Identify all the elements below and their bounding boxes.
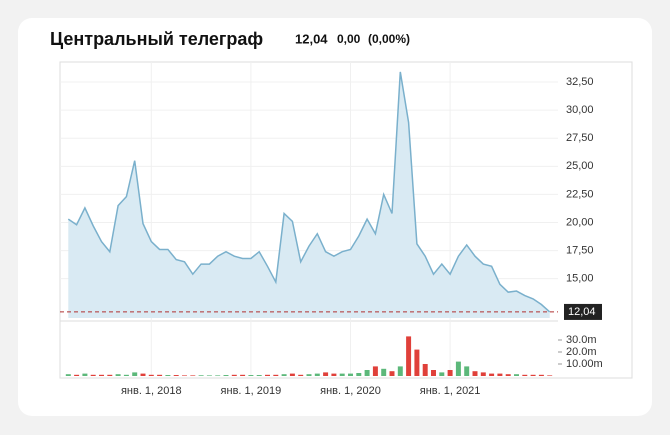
y-tick-label: 27,50 (566, 132, 594, 144)
volume-bar (140, 373, 146, 376)
volume-bar (281, 374, 287, 376)
volume-bar (489, 373, 495, 376)
volume-bar (547, 375, 553, 376)
volume-bar (480, 372, 486, 376)
volume-bar (356, 373, 362, 376)
panel (59, 61, 633, 379)
y2-tick-label: 20.0m (566, 346, 597, 358)
volume-bar (455, 361, 461, 376)
volume-bar (273, 374, 279, 376)
volume-bar (65, 374, 71, 376)
volume-bar (431, 370, 436, 376)
volume-bar (123, 374, 129, 376)
y-tick-label: 32,50 (566, 76, 594, 88)
y-tick-label: 17,50 (566, 244, 594, 256)
volume-bar (505, 374, 511, 376)
y-tick-label: 22,50 (566, 188, 594, 200)
x-tick-label: янв. 1, 2018 (121, 385, 182, 397)
volume-bar (381, 368, 387, 376)
volume-bar (198, 375, 204, 376)
volume-bar (173, 375, 179, 376)
title: Центральный телеграф (50, 29, 263, 49)
volume-bar (223, 375, 229, 376)
volume-bar (265, 374, 270, 376)
y-tick-label: 30,00 (566, 104, 594, 116)
last-price-label: 12,04 (568, 306, 596, 318)
card (18, 18, 652, 416)
price: 12,04 (295, 31, 328, 46)
volume-bar (406, 336, 412, 376)
volume-bar (331, 373, 337, 376)
volume-bar (182, 375, 187, 376)
volume-bar (132, 372, 138, 376)
y2-tick-label: 10.00m (566, 358, 603, 370)
volume-bar (115, 374, 121, 376)
volume-bar (99, 374, 104, 376)
volume-bar (107, 374, 113, 376)
volume-bar (148, 374, 154, 376)
y2-tick-label: 30.0m (566, 334, 597, 346)
volume-bar (190, 375, 196, 376)
volume-bar (289, 373, 295, 376)
volume-bar (530, 374, 536, 376)
volume-bar (314, 373, 320, 376)
volume-bar (165, 375, 171, 376)
volume-bar (339, 373, 345, 376)
x-tick-label: янв. 1, 2019 (221, 385, 282, 397)
volume-bar (82, 373, 88, 376)
volume-bar (497, 373, 503, 376)
volume-bar (464, 366, 470, 376)
volume-bar (323, 372, 329, 376)
y-tick-label: 20,00 (566, 216, 594, 228)
volume-bar (240, 374, 246, 376)
x-tick-label: янв. 1, 2020 (320, 385, 381, 397)
x-tick-label: янв. 1, 2021 (420, 385, 481, 397)
price-area (68, 71, 550, 318)
volume-bar (472, 371, 478, 376)
volume-bar (522, 374, 528, 376)
volume-bar (90, 374, 96, 376)
volume-bar (447, 370, 453, 376)
volume-bar (364, 370, 370, 376)
volume-bar (414, 349, 420, 376)
y-tick-label: 15,00 (566, 273, 594, 285)
y-tick-label: 25,00 (566, 160, 594, 172)
change-pct: (0,00%) (368, 32, 410, 46)
price-line (67, 71, 551, 313)
volume-bar (514, 374, 519, 376)
volume-bar (439, 372, 445, 376)
volume-bar (298, 374, 304, 376)
volume-bar (422, 364, 428, 376)
volume-bar (206, 375, 212, 376)
volume-bar (372, 366, 378, 376)
volume-bar (248, 375, 254, 376)
volume-bar (74, 374, 80, 376)
volume-bar (397, 366, 403, 376)
volume-bar (157, 374, 163, 376)
last-price-badge (564, 303, 602, 320)
volume-bar (389, 371, 395, 376)
volume-bar (215, 375, 221, 376)
change: 0,00 (337, 32, 361, 46)
volume-bar (306, 374, 312, 376)
volume-bar (348, 373, 353, 376)
volume-bar (256, 375, 262, 376)
volume-bar (231, 374, 237, 376)
volume-bar (538, 374, 544, 376)
